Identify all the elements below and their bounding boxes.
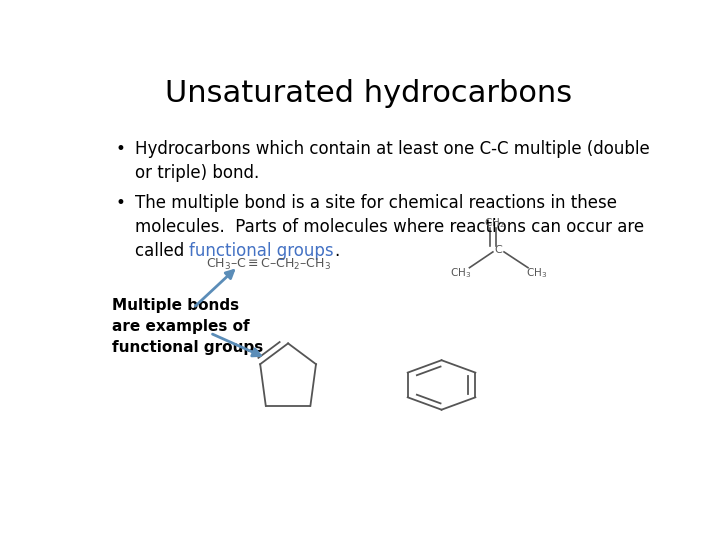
Text: $\mathregular{CH_2}$: $\mathregular{CH_2}$	[484, 216, 505, 229]
Text: C: C	[495, 245, 503, 255]
Text: molecules.  Parts of molecules where reactions can occur are: molecules. Parts of molecules where reac…	[135, 218, 644, 236]
Text: Hydrocarbons which contain at least one C-C multiple (double: Hydrocarbons which contain at least one …	[135, 140, 649, 158]
Text: or triple) bond.: or triple) bond.	[135, 164, 259, 182]
Text: .: .	[334, 242, 339, 260]
Text: •: •	[115, 194, 125, 212]
Text: $\mathregular{CH_3}$: $\mathregular{CH_3}$	[526, 266, 547, 280]
Text: •: •	[115, 140, 125, 158]
Text: The multiple bond is a site for chemical reactions in these: The multiple bond is a site for chemical…	[135, 194, 616, 212]
Text: Unsaturated hydrocarbons: Unsaturated hydrocarbons	[166, 79, 572, 109]
Text: Multiple bonds
are examples of
functional groups: Multiple bonds are examples of functiona…	[112, 298, 264, 355]
Text: $\mathregular{CH_3}$–C$\mathregular{\equiv}$C–$\mathregular{CH_2}$–$\mathregular: $\mathregular{CH_3}$–C$\mathregular{\equ…	[206, 257, 331, 272]
Text: called: called	[135, 242, 189, 260]
Text: $\mathregular{CH_3}$: $\mathregular{CH_3}$	[451, 266, 472, 280]
Text: functional groups: functional groups	[189, 242, 334, 260]
